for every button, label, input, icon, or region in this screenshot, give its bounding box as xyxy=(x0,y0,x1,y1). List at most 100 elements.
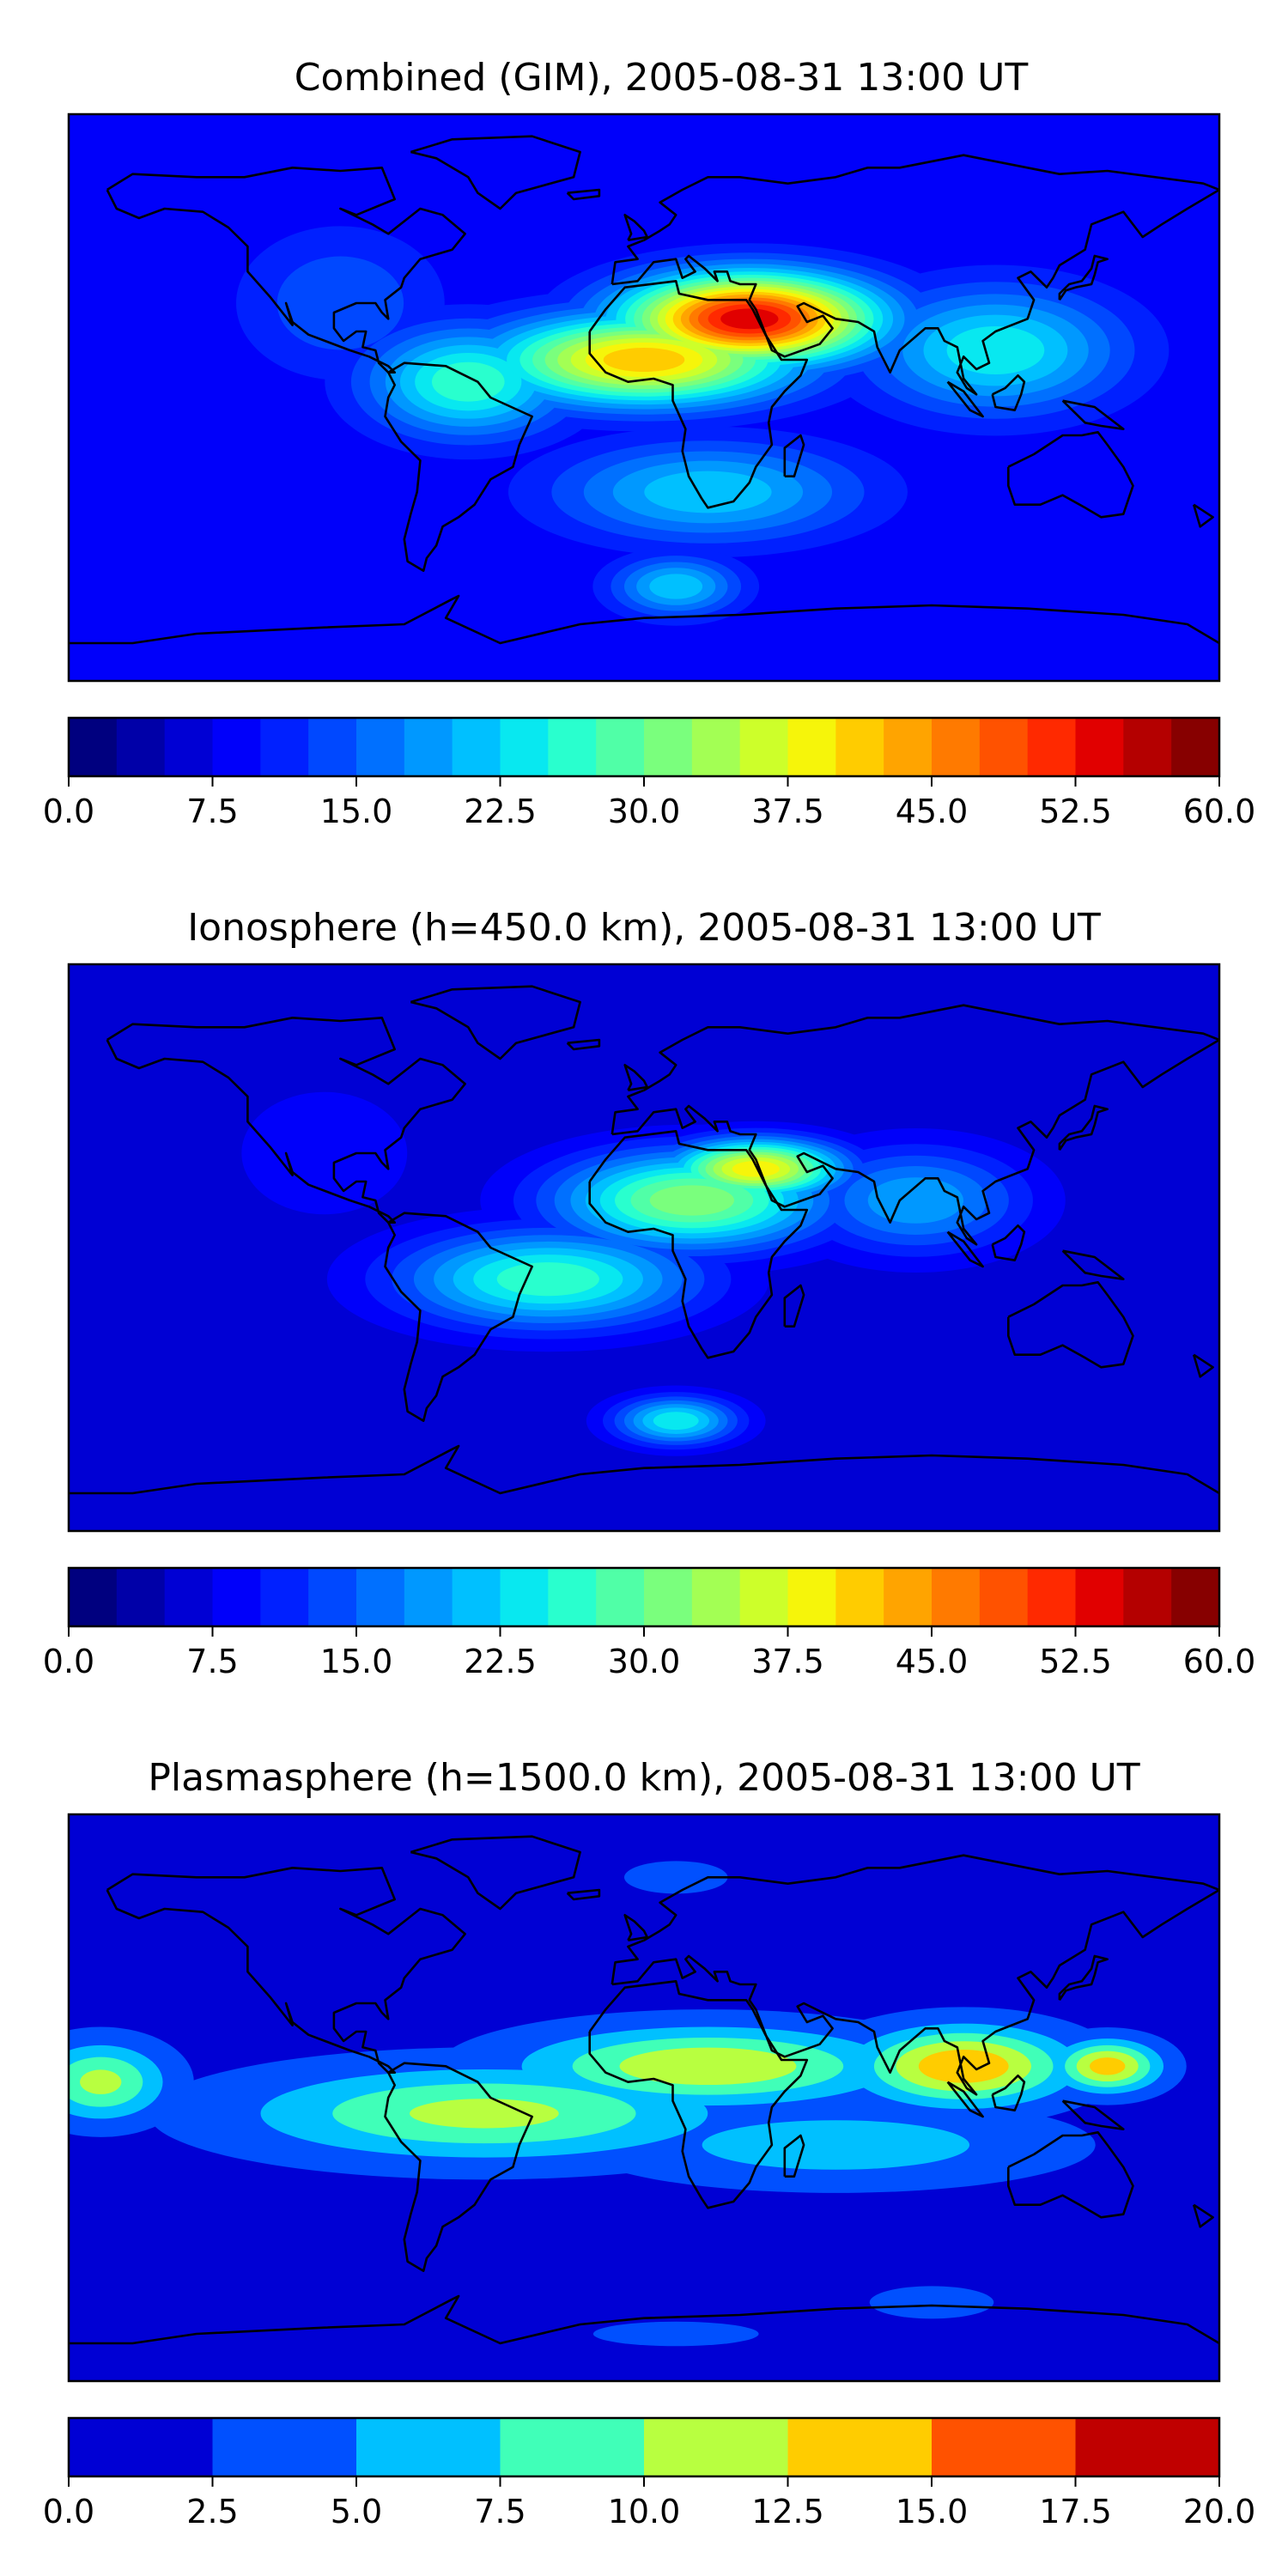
colorbar-cell xyxy=(69,2418,214,2476)
coastline-uk xyxy=(623,1914,649,1941)
colorbar-tick-label: 0.0 xyxy=(43,2493,94,2530)
colorbar-cell xyxy=(596,1568,645,1626)
colorbar-tick-label: 7.5 xyxy=(186,1643,238,1680)
colorbar-cell xyxy=(932,718,981,776)
coastline-japan xyxy=(1058,1954,1109,2002)
colorbar-tick-label: 37.5 xyxy=(751,793,824,830)
coastline-greenland xyxy=(410,1835,581,1911)
coastline-greenland xyxy=(410,985,581,1060)
colorbar-cell xyxy=(1075,1568,1124,1626)
coastline-madagascar xyxy=(783,434,805,478)
coastline-uk xyxy=(623,1064,649,1091)
coastline-africa xyxy=(588,1130,809,1359)
colorbar-cell xyxy=(164,1568,214,1626)
panel-3-map xyxy=(67,1813,1221,2383)
colorbar-tick-label: 0.0 xyxy=(43,1643,94,1680)
coastline-south-america xyxy=(384,1212,534,1422)
panel-2-colorbar-ticks: 0.0 7.5 15.0 22.5 30.0 37.5 45.0 52.5 60.0 xyxy=(43,1626,1256,1680)
coastline-australia xyxy=(1007,2131,1134,2219)
contour-region xyxy=(623,1861,728,1894)
contour-region xyxy=(732,1161,780,1177)
contour-region xyxy=(619,2047,797,2086)
colorbar-tick-label: 60.0 xyxy=(1183,793,1256,830)
colorbar-tick-label: 7.5 xyxy=(186,793,238,830)
contour-region xyxy=(496,1262,599,1297)
coastline-madagascar xyxy=(783,1284,805,1327)
coastline-iceland xyxy=(566,1888,601,1901)
colorbar-cell xyxy=(69,718,118,776)
coastline-new-guinea xyxy=(1061,2099,1125,2130)
colorbar-cell xyxy=(644,1568,693,1626)
colorbar-cell xyxy=(787,2418,933,2476)
colorbar-cell xyxy=(308,1568,357,1626)
colorbar-tick-label: 2.5 xyxy=(186,2493,238,2530)
colorbar-cell xyxy=(884,1568,933,1626)
coastline-madagascar xyxy=(783,2134,805,2178)
panel-2-field xyxy=(69,964,1219,1531)
panel-1-field xyxy=(69,114,1219,681)
colorbar-cell xyxy=(979,718,1029,776)
colorbar-tick-label: 15.0 xyxy=(320,1643,393,1680)
coastline-eurasia xyxy=(611,1854,1219,2096)
colorbar-cell xyxy=(116,718,166,776)
colorbar-cell xyxy=(691,718,741,776)
coastline-eurasia xyxy=(611,154,1219,396)
panel-1-colorbar: 0.0 7.5 15.0 22.5 30.0 37.5 45.0 52.5 60.0 xyxy=(43,716,1256,830)
coastline-new-zealand xyxy=(1192,2203,1214,2228)
panel-3-field xyxy=(69,1814,1219,2381)
colorbar-cell xyxy=(739,718,789,776)
colorbar-cell xyxy=(69,1568,118,1626)
contour-region xyxy=(869,2286,994,2319)
colorbar-tick-label: 20.0 xyxy=(1183,2493,1256,2530)
colorbar-tick-label: 52.5 xyxy=(1039,1643,1112,1680)
coastline-japan xyxy=(1058,254,1109,301)
colorbar-cell xyxy=(1075,2418,1220,2476)
colorbar-cell xyxy=(1075,718,1124,776)
panel-3-colorbar: 0.0 2.5 5.0 7.5 10.0 12.5 15.0 17.5 20.0 xyxy=(43,2416,1256,2530)
coastline-sumatra xyxy=(946,1230,984,1268)
coastline-new-guinea xyxy=(1061,399,1125,431)
contour-region xyxy=(409,2099,559,2129)
contour-region xyxy=(431,361,505,402)
colorbar-cell xyxy=(979,1568,1029,1626)
colorbar-cell xyxy=(1027,1568,1077,1626)
colorbar-cell xyxy=(596,718,645,776)
coastline-iceland xyxy=(566,1038,601,1051)
colorbar-tick-label: 15.0 xyxy=(896,2493,969,2530)
colorbar-cell xyxy=(356,718,405,776)
colorbar-cell xyxy=(835,718,884,776)
coastline-uk xyxy=(623,214,649,241)
coastline-africa xyxy=(588,1980,809,2209)
colorbar-cell xyxy=(404,718,453,776)
coastline-antarctica xyxy=(69,1444,1219,1495)
colorbar-tick-label: 37.5 xyxy=(751,1643,824,1680)
colorbar-tick-label: 12.5 xyxy=(751,2493,824,2530)
contour-region xyxy=(946,326,1045,374)
colorbar-cell xyxy=(164,718,214,776)
colorbar-cell xyxy=(739,1568,789,1626)
colorbar-tick-label: 0.0 xyxy=(43,793,94,830)
contour-region xyxy=(80,2069,122,2094)
colorbar-cell xyxy=(1123,1568,1172,1626)
coastline-iceland xyxy=(566,188,601,201)
colorbar-tick-label: 30.0 xyxy=(608,1643,681,1680)
contour-region xyxy=(720,308,779,330)
coastline-australia xyxy=(1007,1281,1134,1369)
contour-region xyxy=(649,574,703,599)
contour-region xyxy=(603,348,685,372)
panel-1-colorbar-ticks: 0.0 7.5 15.0 22.5 30.0 37.5 45.0 52.5 60.0 xyxy=(43,776,1256,830)
colorbar-cell xyxy=(260,718,309,776)
colorbar-tick-label: 60.0 xyxy=(1183,1643,1256,1680)
panel-1-coastlines xyxy=(69,135,1219,645)
coastline-south-america xyxy=(384,361,534,573)
panel-3-colorbar-ticks: 0.0 2.5 5.0 7.5 10.0 12.5 15.0 17.5 20.0 xyxy=(43,2476,1256,2530)
coastline-new-guinea xyxy=(1061,1249,1125,1280)
colorbar-cell xyxy=(932,1568,981,1626)
colorbar-tick-label: 22.5 xyxy=(464,793,537,830)
colorbar-cell xyxy=(356,1568,405,1626)
panel-1-colorbar-cells xyxy=(69,718,1220,776)
colorbar-cell xyxy=(116,1568,166,1626)
coastline-borneo xyxy=(991,374,1026,412)
colorbar-tick-label: 45.0 xyxy=(896,1643,969,1680)
